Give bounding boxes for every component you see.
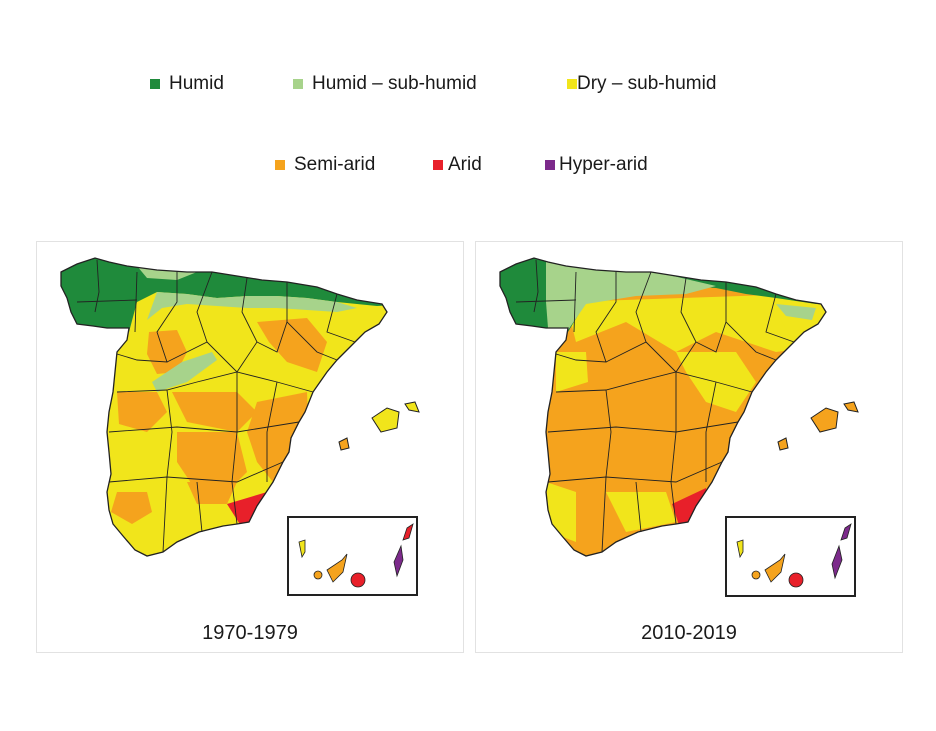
legend-swatch-arid <box>433 160 443 170</box>
legend-item-hyper-arid: Hyper-arid <box>545 154 648 176</box>
legend-label-semi-arid: Semi-arid <box>294 154 376 175</box>
canary-islands-inset <box>287 516 418 596</box>
map-spain-1970-1979 <box>60 257 420 596</box>
legend-swatch-humid <box>150 79 160 89</box>
balearic-islands <box>338 401 420 451</box>
spain-outline <box>60 257 388 557</box>
map-period-label: 2010-2019 <box>641 622 737 644</box>
legend-swatch-hyper-arid <box>545 160 555 170</box>
legend-item-humid: Humid <box>150 73 224 95</box>
legend-item-semi-arid: Semi-arid <box>275 154 375 176</box>
legend-item-dry-sub-humid: Dry – sub-humid <box>567 73 716 95</box>
legend-item-arid: Arid <box>433 154 482 176</box>
spain-outline <box>499 257 827 557</box>
canary-islands-inset <box>725 516 856 597</box>
map-panel-2010-2019: 2010-2019 <box>475 241 903 653</box>
legend-label-humid-sub-humid: Humid – sub-humid <box>312 73 477 94</box>
legend-swatch-dry-sub-humid <box>567 79 577 89</box>
legend-label-arid: Arid <box>448 154 482 175</box>
province-borders <box>76 259 356 553</box>
legend-label-humid: Humid <box>169 73 224 94</box>
map-panel-1970-1979: 1970-1979 <box>36 241 464 653</box>
province-borders <box>515 259 795 553</box>
legend-label-dry-sub-humid: Dry – sub-humid <box>577 73 717 94</box>
legend-swatch-humid-sub-humid <box>293 79 303 89</box>
legend-label-hyper-arid: Hyper-arid <box>559 154 648 175</box>
map-spain-2010-2019 <box>499 257 859 597</box>
legend-swatch-semi-arid <box>275 160 285 170</box>
balearic-islands <box>777 401 859 451</box>
legend-item-humid-sub-humid: Humid – sub-humid <box>293 73 477 95</box>
map-period-label: 1970-1979 <box>202 622 298 644</box>
